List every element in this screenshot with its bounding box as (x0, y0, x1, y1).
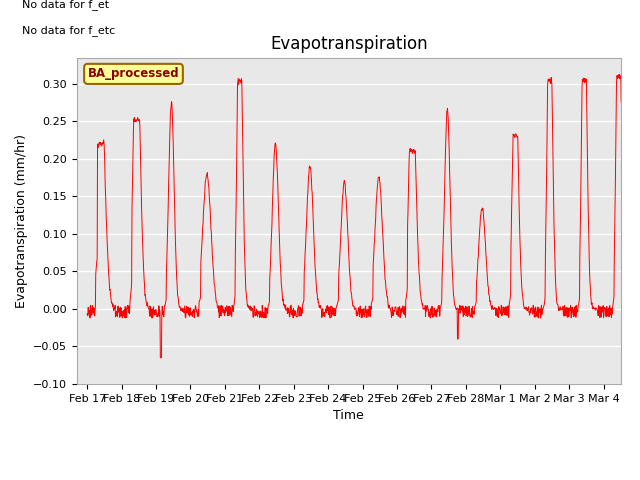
Legend: ET-Tower: ET-Tower (299, 479, 399, 480)
ET-Tower (157, 355, 164, 360)
Text: BA_processed: BA_processed (88, 67, 179, 80)
Text: No data for f_et: No data for f_et (22, 0, 109, 10)
ET-Tower (616, 72, 623, 77)
Y-axis label: Evapotranspiration (mm/hr): Evapotranspiration (mm/hr) (15, 134, 28, 308)
ET-Tower (83, 311, 91, 317)
ET-Tower (493, 312, 500, 317)
ET-Tower (170, 160, 177, 166)
Line: ET-Tower: ET-Tower (87, 74, 638, 358)
ET-Tower (338, 208, 346, 214)
ET-Tower (573, 307, 581, 312)
ET-Tower (349, 298, 356, 304)
X-axis label: Time: Time (333, 409, 364, 422)
Text: No data for f_etc: No data for f_etc (22, 25, 116, 36)
ET-Tower (628, 306, 636, 312)
Title: Evapotranspiration: Evapotranspiration (270, 35, 428, 53)
ET-Tower (634, 309, 640, 314)
